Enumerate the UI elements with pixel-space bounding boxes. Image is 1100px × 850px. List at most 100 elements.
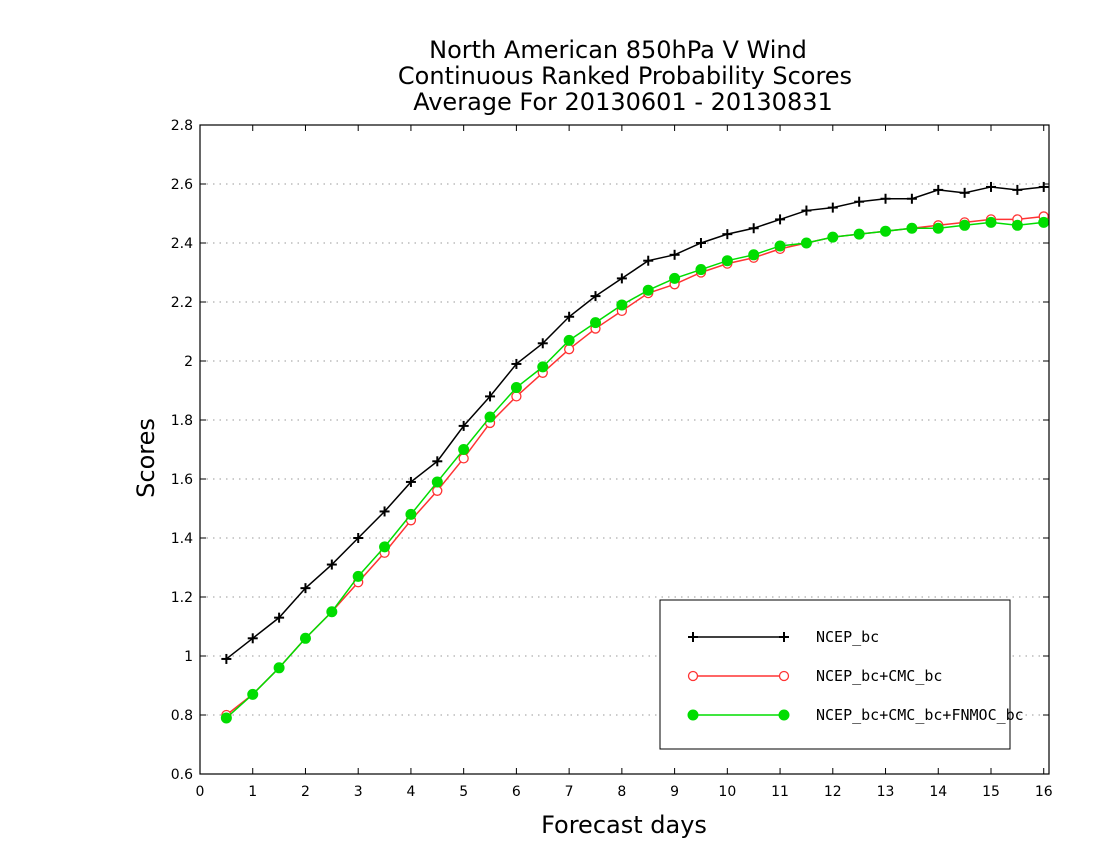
filled-circle-marker — [880, 225, 892, 237]
y-tick-label: 1 — [184, 649, 193, 665]
plus-marker — [300, 583, 311, 594]
filled-circle-marker — [827, 231, 839, 243]
filled-circle-marker — [273, 662, 285, 674]
plus-marker — [511, 358, 522, 369]
legend-item: NCEP_bc+CMC_bc+FNMOC_bc — [687, 706, 1024, 724]
x-tick-label: 0 — [196, 784, 205, 800]
legend-label: NCEP_bc+CMC_bc+FNMOC_bc — [816, 706, 1024, 724]
plus-marker — [1038, 181, 1049, 192]
plus-marker — [933, 184, 944, 195]
y-tick-label: 2.6 — [171, 177, 193, 193]
plus-marker — [827, 202, 838, 213]
legend-box — [659, 599, 1011, 750]
y-tick-label: 0.6 — [171, 767, 193, 783]
x-tick-label: 2 — [301, 784, 310, 800]
open-circle-marker — [432, 485, 443, 496]
plus-marker — [485, 391, 496, 402]
filled-circle-marker — [326, 606, 338, 618]
filled-circle-marker — [906, 222, 918, 234]
plus-marker — [432, 456, 443, 467]
filled-circle-marker — [778, 709, 790, 721]
filled-circle-marker — [853, 228, 865, 240]
legend: NCEP_bc NCEP_bc+CMC_bc NCEP_bc+CMC_bc+FNMO… — [659, 599, 1024, 750]
open-circle-marker — [563, 344, 575, 355]
filled-circle-marker — [247, 688, 259, 700]
plus-marker — [458, 420, 469, 431]
x-axis-label: Forecast days — [541, 811, 707, 839]
plus-marker — [643, 255, 654, 266]
filled-circle-marker — [1011, 219, 1023, 231]
plus-marker — [405, 476, 416, 487]
plus-marker — [695, 238, 706, 248]
y-tick-label: 2.2 — [171, 295, 193, 311]
plus-marker — [748, 223, 759, 234]
plus-marker — [326, 559, 337, 570]
x-tick-label: 15 — [982, 784, 1000, 800]
filled-circle-marker — [800, 237, 812, 249]
filled-circle-marker — [748, 249, 760, 261]
open-circle-marker — [458, 453, 469, 464]
filled-circle-marker — [220, 712, 232, 724]
y-tick-label: 1.6 — [171, 472, 193, 488]
x-tick-label: 12 — [824, 784, 842, 800]
filled-circle-marker — [589, 317, 601, 329]
open-circle-marker — [778, 670, 790, 682]
plot-frame — [199, 124, 1050, 775]
chart-title-line-2: Continuous Ranked Probability Scores — [398, 62, 852, 90]
filled-circle-marker — [484, 411, 496, 423]
plus-marker — [959, 187, 970, 198]
series-3 — [220, 216, 1050, 724]
filled-circle-marker — [1038, 216, 1050, 228]
legend-label: NCEP_bc+CMC_bc — [816, 667, 942, 685]
filled-circle-marker — [405, 508, 417, 520]
plus-marker — [616, 273, 627, 284]
x-tick-label: 5 — [459, 784, 468, 800]
plus-marker — [985, 181, 996, 192]
filled-circle-marker — [959, 219, 971, 231]
series-1 — [221, 181, 1049, 664]
filled-circle-marker — [510, 382, 522, 394]
plus-marker — [779, 632, 789, 642]
series-layer — [220, 181, 1050, 724]
plus-marker — [688, 632, 698, 642]
x-tick-label: 8 — [617, 784, 626, 800]
y-tick-label: 0.8 — [171, 708, 193, 724]
y-tick-label: 1.4 — [171, 531, 193, 547]
plus-marker — [590, 291, 601, 302]
y-tick-label: 1.2 — [171, 590, 193, 606]
filled-circle-marker — [774, 240, 786, 252]
plus-marker — [564, 311, 575, 322]
plus-marker — [854, 196, 865, 207]
filled-circle-marker — [642, 284, 654, 296]
filled-circle-marker — [537, 361, 549, 373]
filled-circle-marker — [721, 255, 733, 267]
y-tick-label: 2.8 — [171, 118, 193, 134]
plus-marker — [906, 193, 917, 204]
legend-label: NCEP_bc — [816, 628, 879, 646]
axis-ticks: 0.60.811.21.41.61.822.22.42.62.80 1 2 3 4 5 6 7… — [171, 118, 1053, 800]
legend-item: NCEP_bc+CMC_bc — [687, 667, 942, 685]
x-tick-label: 14 — [929, 784, 947, 800]
filled-circle-marker — [299, 632, 311, 644]
filled-circle-marker — [458, 444, 470, 455]
plus-marker — [353, 533, 364, 543]
plus-marker — [247, 633, 258, 644]
plus-marker — [880, 193, 891, 204]
filled-circle-marker — [669, 272, 681, 284]
chart-title-line-1: North American 850hPa V Wind — [429, 36, 807, 64]
x-tick-label: 13 — [877, 784, 895, 800]
plus-marker — [722, 229, 733, 240]
plus-marker — [801, 205, 812, 216]
filled-circle-marker — [687, 709, 699, 721]
legend-item: NCEP_bc — [688, 628, 879, 646]
filled-circle-marker — [563, 334, 575, 346]
x-tick-label: 7 — [565, 784, 574, 800]
filled-circle-marker — [616, 299, 628, 311]
filled-circle-marker — [352, 570, 364, 582]
x-tick-label: 1 — [248, 784, 257, 800]
filled-circle-marker — [932, 222, 944, 234]
y-tick-label: 2 — [184, 354, 193, 370]
plus-marker — [1012, 184, 1023, 195]
plus-marker — [379, 506, 390, 517]
